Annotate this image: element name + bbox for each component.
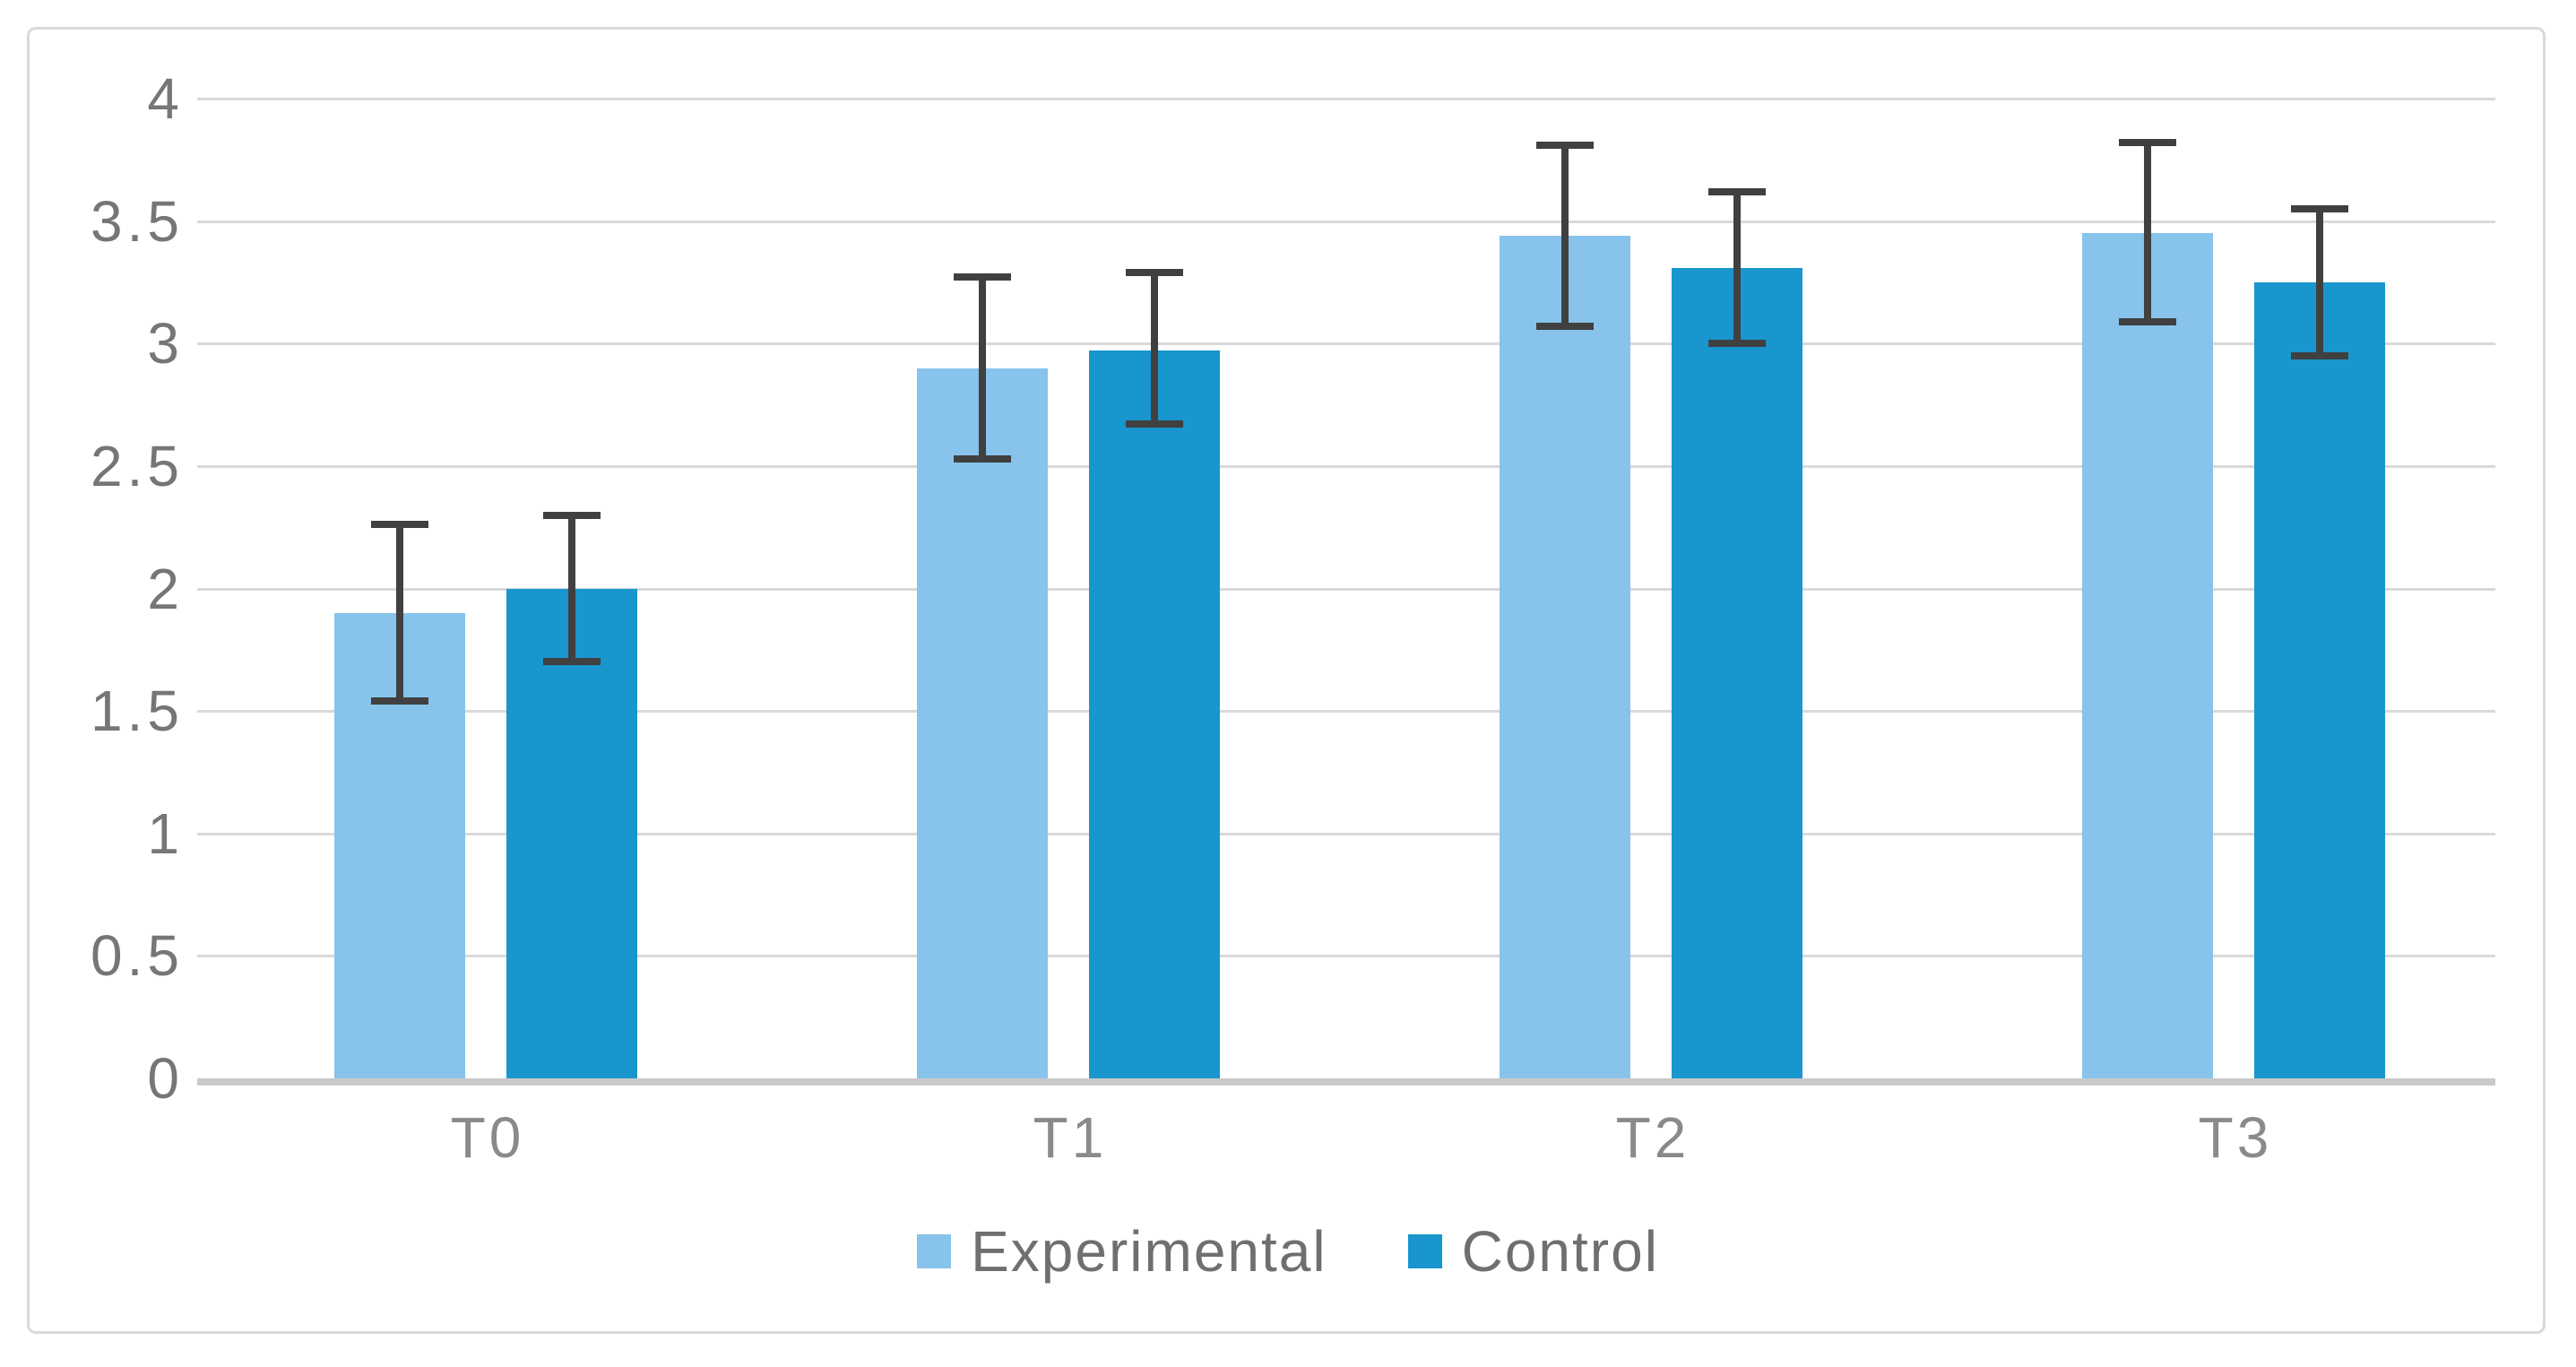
error-bar-cap-bottom-control-t2 bbox=[1708, 340, 1766, 348]
error-bar-line-control-t1 bbox=[1151, 273, 1158, 425]
error-bar-line-experimental-t3 bbox=[2144, 143, 2151, 322]
bar-experimental-t1 bbox=[917, 368, 1048, 1078]
x-label-t0: T0 bbox=[450, 1105, 525, 1170]
error-bar-line-experimental-t0 bbox=[396, 524, 403, 702]
gridline-0.5 bbox=[197, 955, 2495, 958]
error-bar-cap-top-experimental-t0 bbox=[371, 521, 428, 529]
ytick-label-2: 2 bbox=[147, 556, 184, 621]
gridline-0 bbox=[197, 1078, 2495, 1086]
error-bar-cap-bottom-experimental-t1 bbox=[954, 454, 1011, 463]
bar-control-t2 bbox=[1672, 267, 1802, 1078]
bar-experimental-t2 bbox=[1500, 236, 1630, 1078]
legend-label-experimental: Experimental bbox=[971, 1219, 1327, 1284]
ytick-label-3: 3 bbox=[147, 311, 184, 376]
chart-border bbox=[27, 27, 2546, 1334]
error-bar-cap-bottom-experimental-t2 bbox=[1536, 323, 1594, 331]
error-bar-cap-top-experimental-t2 bbox=[1536, 141, 1594, 149]
bar-control-t1 bbox=[1089, 350, 1220, 1078]
error-bar-cap-bottom-control-t0 bbox=[543, 658, 601, 666]
ytick-label-2.5: 2.5 bbox=[91, 433, 184, 498]
gridline-1 bbox=[197, 832, 2495, 835]
error-bar-line-control-t2 bbox=[1733, 191, 1741, 344]
error-bar-cap-bottom-experimental-t0 bbox=[371, 697, 428, 705]
ytick-label-1: 1 bbox=[147, 800, 184, 866]
gridline-3 bbox=[197, 342, 2495, 346]
legend-item-experimental: Experimental bbox=[917, 1218, 1327, 1285]
error-bar-cap-bottom-control-t3 bbox=[2291, 351, 2348, 359]
bar-control-t3 bbox=[2254, 281, 2385, 1078]
legend-swatch-experimental bbox=[917, 1234, 952, 1268]
bar-control-t0 bbox=[506, 588, 637, 1078]
gridline-1.5 bbox=[197, 710, 2495, 714]
legend-item-control: Control bbox=[1407, 1218, 1659, 1285]
ytick-label-0: 0 bbox=[147, 1046, 184, 1111]
error-bar-cap-top-control-t1 bbox=[1126, 269, 1183, 276]
ytick-label-0.5: 0.5 bbox=[91, 923, 184, 989]
error-bar-line-experimental-t2 bbox=[1561, 144, 1569, 327]
error-bar-cap-top-experimental-t1 bbox=[954, 273, 1011, 281]
x-label-t2: T2 bbox=[1615, 1105, 1690, 1170]
gridline-4 bbox=[197, 98, 2495, 100]
x-label-t1: T1 bbox=[1033, 1105, 1108, 1170]
error-bar-cap-top-experimental-t3 bbox=[2119, 139, 2176, 147]
ytick-label-1.5: 1.5 bbox=[91, 679, 184, 744]
error-bar-cap-top-control-t3 bbox=[2291, 204, 2348, 212]
ytick-label-4: 4 bbox=[147, 66, 184, 131]
error-bar-line-control-t3 bbox=[2316, 208, 2323, 356]
legend-label-control: Control bbox=[1461, 1219, 1659, 1284]
gridline-3.5 bbox=[197, 220, 2495, 223]
gridline-2.5 bbox=[197, 464, 2495, 468]
error-bar-cap-top-control-t0 bbox=[543, 511, 601, 519]
error-bar-cap-bottom-control-t1 bbox=[1126, 420, 1183, 428]
legend: Experimental Control bbox=[0, 1217, 2576, 1285]
error-bar-line-experimental-t1 bbox=[979, 277, 986, 459]
x-label-t3: T3 bbox=[2198, 1105, 2273, 1170]
legend-swatch-control bbox=[1407, 1234, 1442, 1268]
gridline-2 bbox=[197, 587, 2495, 591]
bar-experimental-t3 bbox=[2082, 233, 2213, 1078]
error-bar-cap-top-control-t2 bbox=[1708, 187, 1766, 195]
ytick-label-3.5: 3.5 bbox=[91, 188, 184, 254]
error-bar-line-control-t0 bbox=[568, 515, 575, 662]
error-bar-cap-bottom-experimental-t3 bbox=[2119, 317, 2176, 325]
